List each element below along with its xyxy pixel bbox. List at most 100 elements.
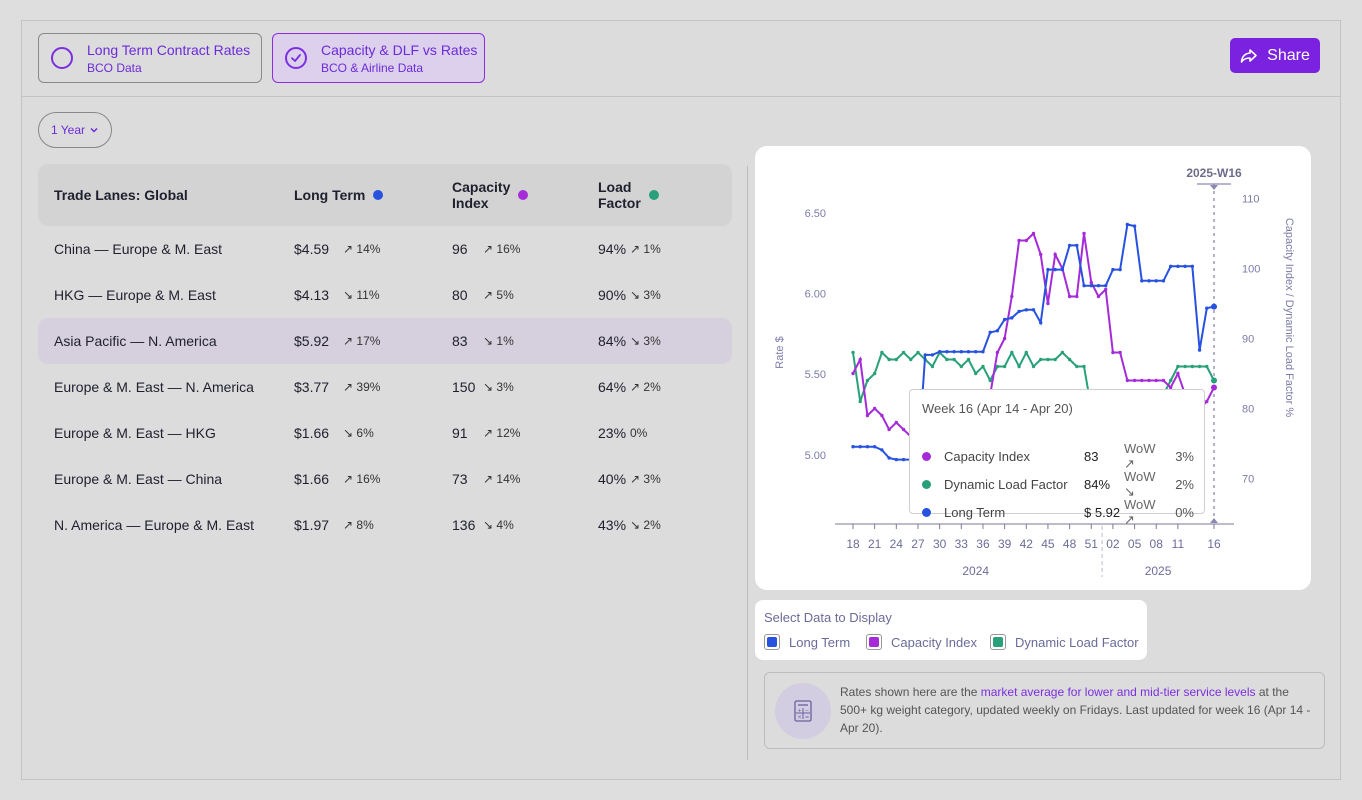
x-tick-label: 18 [846,537,860,551]
long-term-change: ↘ 6% [343,426,374,440]
data-point [858,445,862,449]
chevron-down-icon [90,127,98,133]
long-term-value: $4.59 [294,241,330,257]
data-point [865,378,870,383]
note-link[interactable]: market average for lower and mid-tier se… [980,685,1256,699]
tab-subtitle: BCO & Airline Data [321,60,424,75]
data-point [1168,378,1173,383]
legend-item-capacity-index[interactable]: Capacity Index [866,634,977,650]
left-tick-label: 6.00 [805,289,826,301]
data-point [1118,350,1122,355]
data-point [1017,364,1021,369]
left-tick-label: 5.50 [805,369,826,381]
x-tick-label: 24 [890,537,904,551]
data-point [1190,364,1195,369]
svg-text:+: + [798,708,802,714]
table-row[interactable]: Europe & M. East — N. America $3.77 ↗ 39% 1… [38,364,732,410]
data-point [1060,267,1065,272]
load-dot-icon [922,479,931,489]
data-point [1067,294,1072,299]
x-tick-label: 45 [1041,537,1055,551]
legend-label: Capacity Index [891,634,977,650]
load-factor-value: 94% [598,241,627,257]
tab-capacity-dlf-vs-rates[interactable]: Capacity & DLF vs Rates BCO & Airline Da… [272,33,485,83]
data-point [995,350,1000,355]
x-tick-label: 36 [976,537,990,551]
tab-title: Capacity & DLF vs Rates [321,41,478,58]
long-term-change: ↗ 17% [343,334,381,348]
data-point [1176,364,1180,369]
lane-cell: Asia Pacific — N. America [54,333,217,349]
table-row[interactable]: Asia Pacific — N. America $5.92 ↗ 17% 83 ↘ 1… [38,318,732,364]
share-label: Share [1267,46,1310,64]
tooltip-row-long-term: Long Term $ 5.92 WoW ↗ 0% [922,497,1202,527]
data-point [1205,306,1209,310]
data-point [872,371,877,376]
radio-unchecked-icon [51,47,73,69]
right-tick-label: 90 [1242,334,1254,346]
trade-lanes-table: Trade Lanes: Global Long Term Capacity I… [38,164,732,548]
tab-title: Long Term Contract Rates [87,41,251,58]
data-point [1205,364,1209,369]
table-row[interactable]: HKG — Europe & M. East $4.13 ↘ 11% 80 ↗ 5% 90… [38,272,732,318]
table-header: Trade Lanes: Global Long Term Capacity I… [38,164,732,226]
chart-tooltip: Week 16 (Apr 14 - Apr 20) Capacity Index… [909,389,1205,527]
table-row[interactable]: Europe & M. East — China $1.66 ↗ 16% 73 ↗ 14… [38,456,732,502]
checkbox[interactable] [990,634,1006,650]
data-point [930,364,935,369]
data-point [937,349,942,354]
legend-item-long-term[interactable]: Long Term [764,634,850,650]
tooltip-row-pct: 3% [1175,448,1194,464]
data-point [1132,378,1137,383]
data-point [901,427,906,432]
data-point [1211,377,1217,384]
data-point [894,357,899,362]
data-display-selector: Select Data to Display Long Term Capacit… [755,600,1147,660]
x-tick-label: 16 [1207,537,1221,551]
period-select[interactable]: 1 Year [38,112,112,148]
table-row[interactable]: N. America — Europe & M. East $1.97 ↗ 8% 13… [38,502,732,548]
long-term-change: ↗ 14% [343,242,381,256]
tooltip-row-name: Capacity Index [944,448,1030,464]
long-term-value: $1.97 [294,517,330,533]
capacity-index-change: ↗ 16% [483,242,521,256]
table-row[interactable]: Europe & M. East — HKG $1.66 ↘ 6% 91 ↗ 12% 23… [38,410,732,456]
svg-text:−: − [805,708,809,714]
legend-item-dynamic-load-factor[interactable]: Dynamic Load Factor [990,634,1139,650]
capacity-index-change: ↘ 4% [483,518,514,532]
data-point [1024,308,1028,312]
capacity-dlf-rates-chart[interactable]: 6.50 6.00 5.50 5.00 110 100 90 80 70 Rate $ Capaci… [755,146,1311,590]
tooltip-row-load: Dynamic Load Factor 84% WoW ↘ 2% [922,469,1202,499]
capacity-index-change: ↘ 1% [483,334,514,348]
share-button[interactable]: Share [1230,38,1320,73]
table-row[interactable]: China — Europe & M. East $4.59 ↗ 14% 96 ↗ 16… [38,226,732,272]
data-point [981,364,985,369]
data-point [1190,264,1195,269]
load-factor-change: ↘ 3% [630,334,661,348]
tooltip-row-name: Dynamic Load Factor [944,476,1068,492]
data-point [966,357,971,362]
data-point [1197,364,1202,369]
capacity-index-value: 136 [452,517,476,533]
x-tick-label: 11 [1172,537,1185,551]
tab-long-term-contract-rates[interactable]: Long Term Contract Rates BCO Data [38,33,262,83]
lane-cell: Europe & M. East — N. America [54,379,254,395]
data-point [959,364,963,369]
right-tick-label: 100 [1242,264,1260,276]
capacity-index-value: 83 [452,333,468,349]
data-point [1039,321,1043,325]
data-point [1089,280,1093,285]
left-tick-label: 6.50 [805,208,826,220]
data-point [974,349,978,354]
data-point [1176,371,1180,376]
data-point [1017,309,1021,314]
load-factor-value: 23% [598,425,627,441]
x-tick-label: 33 [955,537,969,551]
data-point [1104,287,1108,292]
check-circle-icon [285,47,307,69]
checkbox[interactable] [866,634,882,650]
capacity-index-change: ↗ 14% [483,472,521,486]
checkbox[interactable] [764,634,780,650]
header-load-label-2: Factor [598,195,641,211]
data-point [995,364,1000,369]
